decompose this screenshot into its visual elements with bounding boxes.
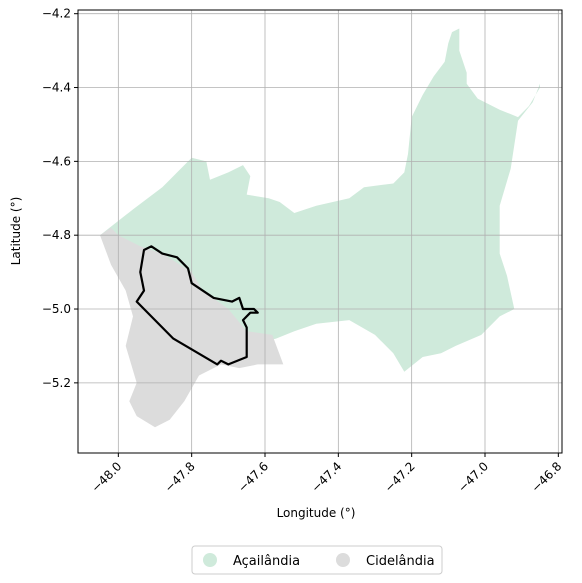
y-tick-label: −5.2 — [42, 376, 71, 390]
legend-box — [191, 545, 443, 575]
legend-marker — [336, 553, 350, 567]
regions-layer — [100, 28, 540, 428]
region-acailandia — [100, 28, 540, 372]
y-tick-label: −4.4 — [42, 81, 71, 95]
y-axis-label: Latitude (°) — [9, 197, 23, 266]
legend: Açailândia Cidelândia — [191, 545, 443, 575]
y-tick-label: −4.2 — [42, 7, 71, 21]
x-tick-label: −47.8 — [162, 459, 198, 495]
legend-label: Açailândia — [233, 554, 300, 569]
y-tick-label: −4.6 — [42, 154, 71, 168]
x-tick-label: −46.8 — [529, 459, 565, 495]
x-tick-label: −47.6 — [235, 459, 271, 495]
grid-layer — [78, 10, 562, 453]
x-tick-label: −47.2 — [382, 459, 418, 495]
legend-label: Cidelândia — [366, 554, 435, 569]
y-tick-label: −5.0 — [42, 302, 71, 316]
x-tick-label: −47.0 — [455, 459, 491, 495]
x-axis-ticks: −48.0 −47.8 −47.6 −47.4 −47.2 −47.0 −46.8 — [89, 453, 565, 495]
x-tick-label: −47.4 — [309, 459, 345, 495]
y-tick-label: −4.8 — [42, 228, 71, 242]
x-tick-label: −48.0 — [89, 459, 125, 495]
plot-frame — [77, 9, 563, 454]
y-axis-ticks: −4.2 −4.4 −4.6 −4.8 −5.0 −5.2 — [42, 7, 78, 390]
legend-marker — [203, 553, 217, 567]
boundary-outline — [135, 245, 259, 366]
outline-layer — [135, 245, 259, 366]
x-axis-label: Longitude (°) — [277, 506, 356, 520]
